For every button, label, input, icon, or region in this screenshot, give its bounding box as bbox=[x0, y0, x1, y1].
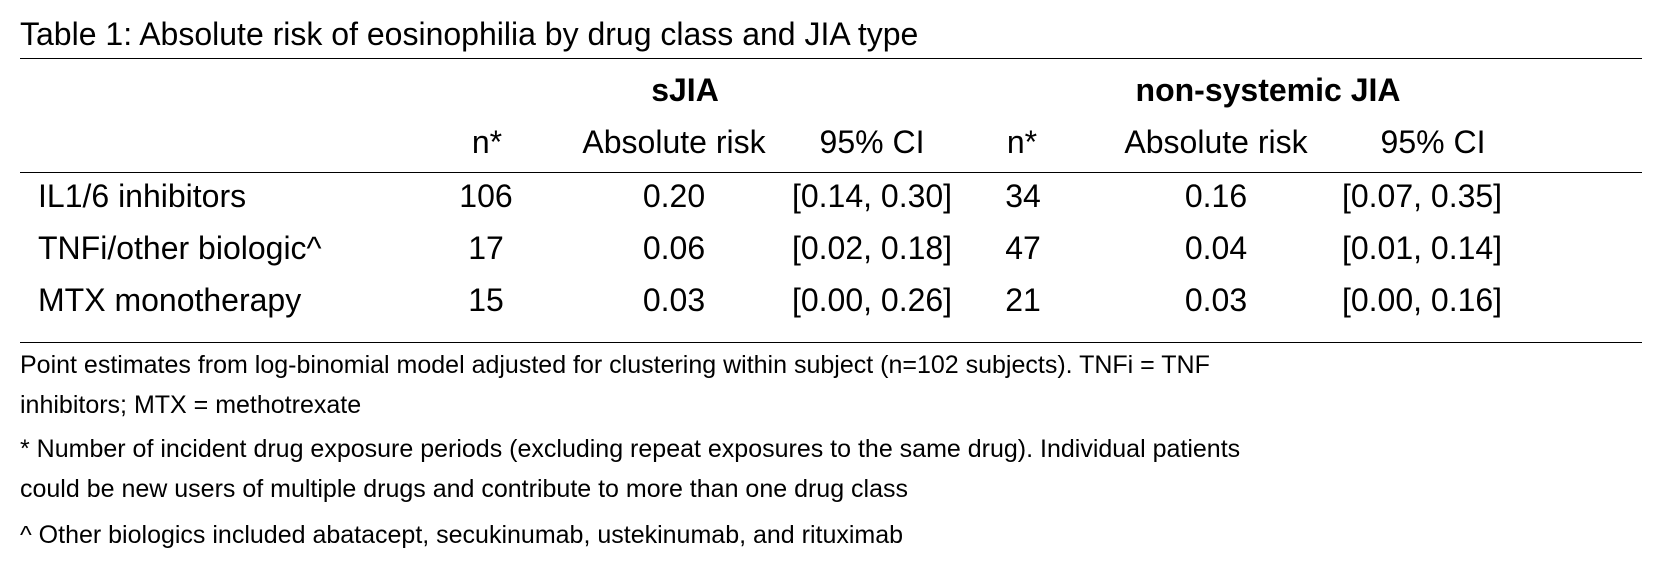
table-cell: 34 bbox=[1005, 178, 1041, 214]
footnote-asterisk-continued: could be new users of multiple drugs and… bbox=[20, 475, 909, 503]
table-cell: 47 bbox=[1005, 230, 1041, 266]
table-cell: 0.03 bbox=[1184, 282, 1248, 318]
table-cell: 17 bbox=[468, 230, 504, 266]
column-header-n-sjia: n* bbox=[471, 124, 503, 160]
table-cell: 21 bbox=[1005, 282, 1041, 318]
footnote-asterisk: * Number of incident drug exposure perio… bbox=[20, 435, 1241, 463]
footnote-model: Point estimates from log-binomial model … bbox=[20, 351, 1210, 379]
row-label: IL1/6 inhibitors bbox=[38, 178, 247, 214]
table-cell: 0.06 bbox=[642, 230, 706, 266]
column-header-absolute-risk-sjia: Absolute risk bbox=[582, 124, 766, 160]
column-header-ci-nonsystemic: 95% CI bbox=[1380, 124, 1486, 160]
group-header-sjia: sJIA bbox=[651, 72, 719, 108]
table-cell: 0.16 bbox=[1184, 178, 1248, 214]
footnote-model-continued: inhibitors; MTX = methotrexate bbox=[20, 391, 362, 419]
row-label: TNFi/other biologic^ bbox=[38, 230, 322, 266]
column-header-ci-sjia: 95% CI bbox=[819, 124, 925, 160]
table-cell: [0.01, 0.14] bbox=[1341, 230, 1503, 266]
footnote-caret: ^ Other biologics included abatacept, se… bbox=[20, 521, 904, 549]
table-cell: 0.03 bbox=[642, 282, 706, 318]
table-cell: [0.00, 0.16] bbox=[1341, 282, 1503, 318]
table-title: Table 1: Absolute risk of eosinophilia b… bbox=[20, 16, 919, 52]
table-cell: 0.04 bbox=[1184, 230, 1248, 266]
table-cell: [0.07, 0.35] bbox=[1341, 178, 1503, 214]
table-cell: [0.14, 0.30] bbox=[791, 178, 953, 214]
table-cell: 15 bbox=[468, 282, 504, 318]
group-header-non-systemic-jia: non-systemic JIA bbox=[1135, 72, 1401, 108]
bottom-rule bbox=[20, 342, 1642, 343]
row-label: MTX monotherapy bbox=[38, 282, 302, 318]
table-cell: 106 bbox=[459, 178, 513, 214]
top-rule bbox=[20, 58, 1642, 59]
table-cell: [0.02, 0.18] bbox=[791, 230, 953, 266]
table-cell: [0.00, 0.26] bbox=[791, 282, 953, 318]
header-rule bbox=[20, 172, 1642, 173]
column-header-n-nonsystemic: n* bbox=[1006, 124, 1038, 160]
column-header-absolute-risk-nonsystemic: Absolute risk bbox=[1124, 124, 1308, 160]
table-cell: 0.20 bbox=[642, 178, 706, 214]
